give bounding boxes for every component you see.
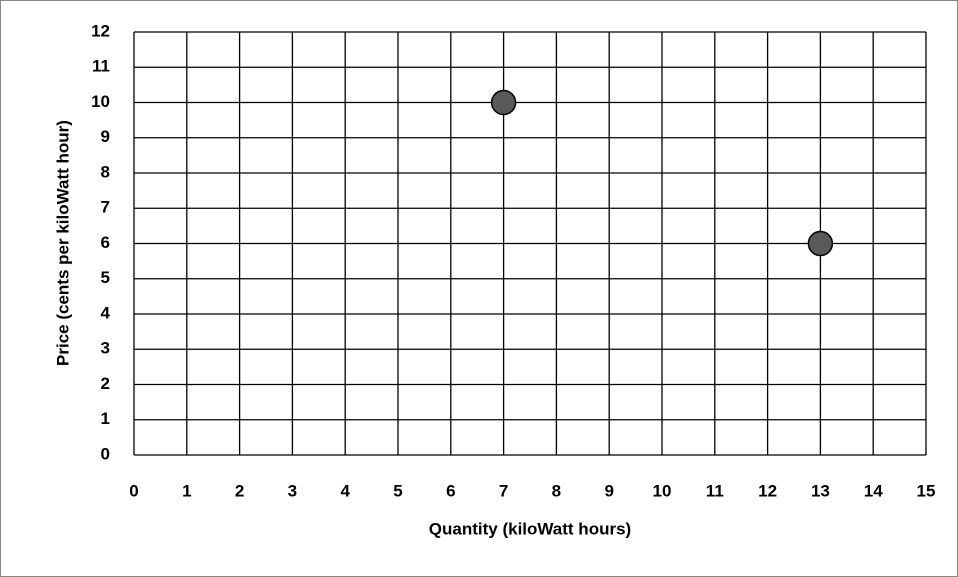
data-point	[490, 89, 517, 116]
y-tick-label: 8	[101, 162, 110, 181]
y-tick-label: 10	[91, 92, 110, 111]
x-axis-label: Quantity (kiloWatt hours)	[429, 519, 631, 538]
x-tick-label: 12	[758, 481, 777, 500]
x-tick-label: 0	[129, 481, 138, 500]
x-tick-label: 8	[552, 481, 561, 500]
x-tick-label: 9	[604, 481, 613, 500]
y-tick-label: 4	[101, 303, 111, 322]
x-tick-label: 1	[182, 481, 191, 500]
x-tick-label: 10	[653, 481, 672, 500]
x-tick-label: 14	[864, 481, 883, 500]
x-tick-label: 5	[393, 481, 402, 500]
y-tick-label: 0	[101, 444, 110, 463]
data-point	[807, 230, 834, 257]
y-tick-label: 1	[101, 409, 110, 428]
y-tick-label: 6	[101, 233, 110, 252]
x-tick-label: 2	[235, 481, 244, 500]
x-tick-label: 15	[917, 481, 936, 500]
y-tick-label: 12	[91, 21, 110, 40]
y-axis-label: Price (cents per kiloWatt hour)	[53, 120, 72, 366]
x-tick-label: 4	[340, 481, 350, 500]
y-tick-label: 9	[101, 127, 110, 146]
y-tick-label: 5	[101, 268, 110, 287]
y-tick-label: 2	[101, 374, 110, 393]
x-tick-label: 6	[446, 481, 455, 500]
y-tick-label: 11	[92, 57, 110, 76]
y-tick-label: 7	[101, 198, 110, 217]
x-tick-label: 11	[706, 481, 724, 500]
y-tick-label: 3	[101, 339, 110, 358]
x-tick-label: 3	[288, 481, 297, 500]
x-tick-label: 13	[811, 481, 830, 500]
x-tick-label: 7	[499, 481, 508, 500]
